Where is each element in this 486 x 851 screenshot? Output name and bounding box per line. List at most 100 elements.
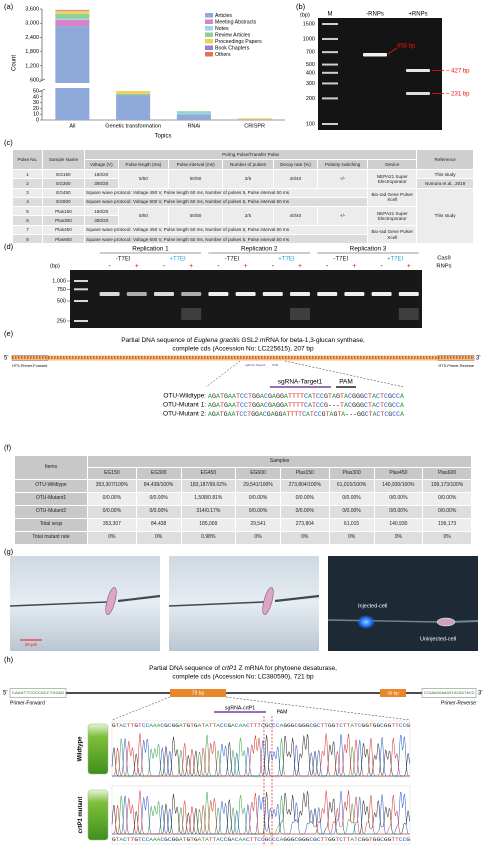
base: A xyxy=(228,402,232,409)
base: C xyxy=(244,393,248,400)
base: T xyxy=(294,411,298,418)
sample-label: Wildtype xyxy=(78,736,84,762)
base: A xyxy=(280,723,284,729)
ladder-band xyxy=(322,23,338,25)
lane-label: +RNPs xyxy=(408,12,427,18)
header-cell: Polarity switching xyxy=(316,159,369,170)
base: G xyxy=(164,723,168,729)
base: G xyxy=(276,393,280,400)
cleavage-smear xyxy=(290,308,310,320)
base: A xyxy=(344,402,348,409)
base: C xyxy=(295,723,299,729)
cell: +/- xyxy=(316,206,369,226)
base: G xyxy=(194,837,198,843)
base: G xyxy=(265,837,269,843)
base: C xyxy=(384,402,388,409)
base: C xyxy=(246,723,250,729)
base: A xyxy=(284,393,288,400)
legend-label: Articles xyxy=(215,13,232,19)
header-cell: Items xyxy=(14,455,88,480)
sign-label: - xyxy=(217,263,220,270)
base: C xyxy=(320,393,324,400)
base: G xyxy=(187,837,191,843)
base: T xyxy=(235,411,239,418)
base: T xyxy=(220,393,224,400)
cell: This study xyxy=(416,168,474,180)
base: A xyxy=(208,402,212,409)
bar-segment xyxy=(116,93,151,96)
legend-swatch xyxy=(205,32,213,37)
cell: Plas450 xyxy=(41,224,85,236)
lane-label: -RNPs xyxy=(366,12,384,18)
base: G xyxy=(279,411,283,418)
base: G xyxy=(298,837,302,843)
cell: 40/40 xyxy=(272,206,318,226)
base: A xyxy=(179,723,183,729)
ladder-label: 1500 xyxy=(303,21,315,27)
pulse-table: Pulse No. Sample Name Poring Pulse/Trans… xyxy=(12,149,474,245)
legend-label: Proceedings Papers xyxy=(215,39,262,45)
primer-label: HTS-Primer-Forward xyxy=(12,364,47,368)
row: 6 Plas300 300/20 xyxy=(12,215,474,226)
base: T xyxy=(288,393,292,400)
base: C xyxy=(295,837,299,843)
base: A xyxy=(231,837,235,843)
base: G xyxy=(332,837,336,843)
base: A xyxy=(332,393,336,400)
cell: 199,173 xyxy=(422,518,472,532)
base: T xyxy=(209,723,213,729)
base: C xyxy=(348,402,352,409)
otu-name: OTU-Mutant 1: xyxy=(163,402,206,409)
base: A xyxy=(306,411,310,418)
base: C xyxy=(364,402,368,409)
base: A xyxy=(282,411,286,418)
base: C xyxy=(396,411,400,418)
otu-table: Items Samples EG150 EG300 EG450 EG600 Plas15… xyxy=(14,455,472,545)
cell: 140,930 xyxy=(373,518,424,532)
primer-box xyxy=(11,355,49,361)
cell: 84,438/100% xyxy=(135,479,182,493)
cell: 0% xyxy=(135,531,182,545)
primer-box xyxy=(9,688,67,698)
base: T xyxy=(354,837,358,843)
base: G xyxy=(388,393,392,400)
cell: OTU-Mutant2 xyxy=(14,505,88,519)
base: G xyxy=(283,723,287,729)
gel-band xyxy=(317,292,338,296)
bar-segment xyxy=(237,119,272,120)
base: A xyxy=(239,837,243,843)
base: A xyxy=(119,837,123,843)
base: G xyxy=(287,723,291,729)
row: 7 Plas450 Square wave protocol: Voltage … xyxy=(12,224,474,245)
base: A xyxy=(157,837,161,843)
bar-segment xyxy=(237,118,272,120)
base: G xyxy=(265,723,269,729)
zoom-line xyxy=(111,696,171,721)
base: G xyxy=(373,837,377,843)
base: A xyxy=(149,837,153,843)
x-tick-label: Genetic transformation xyxy=(105,123,161,129)
cell: 0/0.00% xyxy=(279,505,330,519)
cell: 300/20 xyxy=(83,178,119,189)
header-cell: Voltage (V) xyxy=(83,159,119,170)
cell: Bio-rad Gene Pulser Xcell xyxy=(367,224,418,245)
y-tick-label: 0 xyxy=(36,117,39,123)
base: G xyxy=(112,723,116,729)
bar-segment xyxy=(55,18,90,20)
panel-label: (f) xyxy=(4,443,12,452)
tube-image xyxy=(87,789,109,841)
base: C xyxy=(320,402,324,409)
base: T xyxy=(254,723,258,729)
base: T xyxy=(326,411,330,418)
base: T xyxy=(190,723,194,729)
base: G xyxy=(356,402,360,409)
pam-label: PAM xyxy=(339,379,353,386)
base: T xyxy=(369,411,373,418)
gel-band xyxy=(154,292,174,296)
row: OTU-Wildtype 353,307/100% 84,438/100% 183,1… xyxy=(14,479,472,493)
cell: 29,541 xyxy=(235,518,281,532)
y-tick-label: 10 xyxy=(33,112,39,118)
base: A xyxy=(232,411,236,418)
base: G xyxy=(268,402,272,409)
base: C xyxy=(264,393,268,400)
